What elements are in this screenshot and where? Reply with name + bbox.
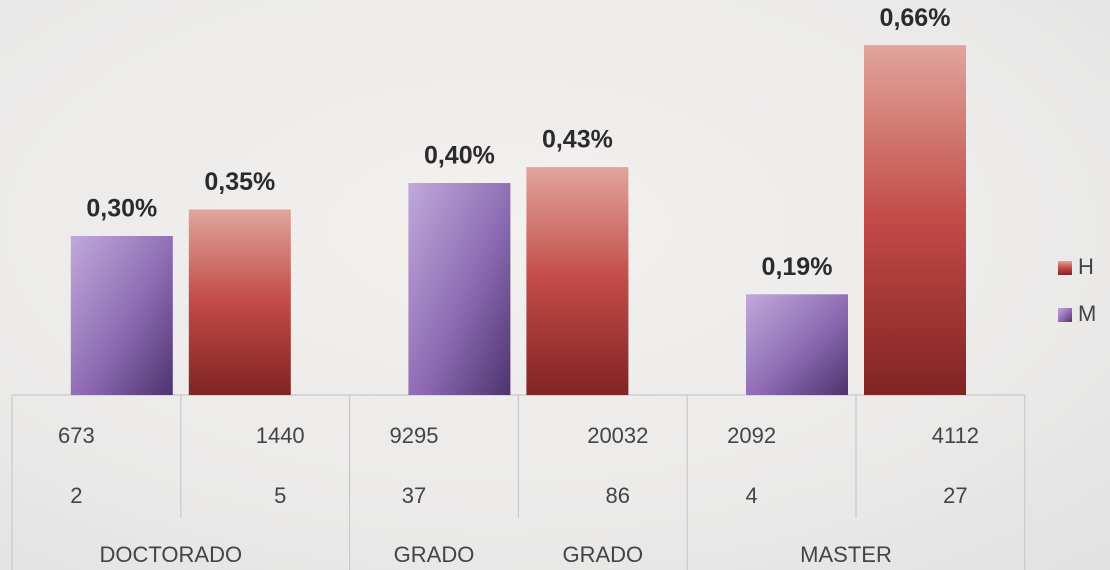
table-cell: 37 [402,483,426,508]
bar [864,45,966,395]
group-label: GRADO [562,542,643,567]
bar [526,167,628,395]
table-cell: 9295 [390,423,439,448]
value-label: 0,43% [542,126,613,154]
legend-label: H [1078,254,1094,279]
table-cell: 673 [58,423,95,448]
bar [408,183,510,395]
bar [71,236,173,395]
table-cell: 1440 [256,423,305,448]
value-label: 0,66% [880,4,951,32]
value-label: 0,35% [204,168,275,196]
table-cell: 5 [274,483,286,508]
table-cell: 2092 [727,423,776,448]
group-label: DOCTORADO [99,542,242,567]
table-cell: 86 [606,483,630,508]
table-cell: 20032 [587,423,648,448]
table-cell: 27 [943,483,967,508]
group-label: MASTER [800,542,892,567]
chart: 0,30% 0,40% 0,19% 0,35% 0,43% 0,66% 673 1440 929… [0,0,1110,570]
group-label: GRADO [394,542,475,567]
legend-label: M [1078,301,1096,326]
bar [746,294,848,395]
value-label: 0,40% [424,142,495,170]
table-cell: 4112 [932,423,979,448]
value-label: 0,19% [762,253,833,281]
table-cell: 2 [70,483,82,508]
table-cell: 4 [745,483,757,508]
bar [189,210,291,396]
legend-swatch [1058,261,1072,275]
legend-swatch [1058,308,1072,322]
value-label: 0,30% [86,195,157,223]
